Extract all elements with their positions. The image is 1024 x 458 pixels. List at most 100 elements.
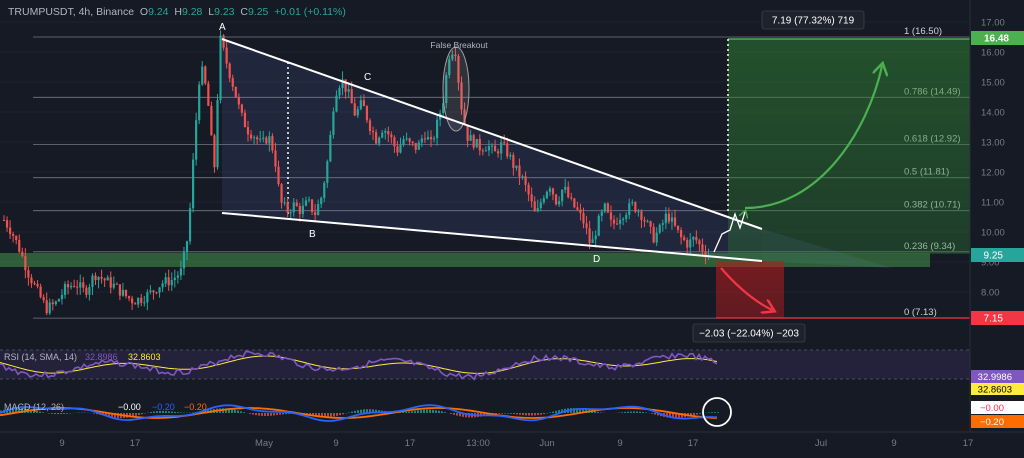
candle-body xyxy=(524,176,526,185)
candle-body xyxy=(140,298,142,303)
macd-hist-bar xyxy=(333,413,335,416)
current-price-badge-text: 9.25 xyxy=(984,251,1004,262)
candle-body xyxy=(67,284,69,287)
candle-body xyxy=(235,87,237,98)
macd-hist-bar xyxy=(711,412,713,413)
candle-body xyxy=(579,210,581,214)
candle-body xyxy=(576,207,578,209)
candle-body xyxy=(101,277,103,279)
candle-body xyxy=(134,303,136,304)
candle-body xyxy=(531,194,533,201)
candle-body xyxy=(628,203,630,215)
macd-hist-bar xyxy=(642,412,644,413)
price-tick-label: 14.00 xyxy=(981,108,1005,119)
candle-body xyxy=(698,240,700,244)
price-tick-label: 15.00 xyxy=(981,78,1005,89)
long-box-label: 7.19 (77.32%) 719 xyxy=(772,16,855,27)
candle-body xyxy=(9,228,11,235)
candle-body xyxy=(503,142,505,143)
candle-body xyxy=(226,48,228,64)
macd-hist-bar xyxy=(429,410,431,413)
change-value: +0.01 (+0.11%) xyxy=(274,6,346,18)
candle-body xyxy=(399,145,401,153)
candle-body xyxy=(168,277,170,285)
candle-body xyxy=(521,176,523,177)
candle-body xyxy=(33,283,35,284)
candle-body xyxy=(61,295,63,299)
candle-body xyxy=(18,240,20,252)
symbol-header: TRUMPUSDT, 4h, Binance O9.24 H9.28 L9.23… xyxy=(8,6,346,18)
time-tick-label: 9 xyxy=(59,438,64,449)
candle-body xyxy=(390,134,392,137)
candle-body xyxy=(317,204,319,215)
candle-body xyxy=(424,138,426,139)
candle-body xyxy=(436,120,438,139)
point-b-label: B xyxy=(309,229,316,240)
point-a-label: A xyxy=(219,22,226,33)
candle-body xyxy=(546,192,548,198)
candle-body xyxy=(52,302,54,304)
candle-body xyxy=(91,276,93,288)
candle-body xyxy=(668,214,670,222)
symbol-name[interactable]: TRUMPUSDT, 4h, Binance xyxy=(8,6,134,18)
macd-hist-bar xyxy=(498,413,500,414)
candle-body xyxy=(482,150,484,151)
price-tick-label: 10.00 xyxy=(981,228,1005,239)
macd-hist-bar xyxy=(708,412,710,413)
price-axis[interactable]: 17.0016.0015.0014.0013.0012.0011.0010.00… xyxy=(970,0,1024,432)
macd-hist-bar xyxy=(63,413,65,414)
candle-body xyxy=(656,233,658,243)
candle-body xyxy=(36,284,38,287)
candle-body xyxy=(582,213,584,223)
macd-hist-bar xyxy=(405,412,407,413)
candle-body xyxy=(366,106,368,120)
stop-box xyxy=(716,261,784,318)
candle-body xyxy=(268,136,270,143)
candle-body xyxy=(564,187,566,190)
candle-body xyxy=(40,286,42,297)
candle-body xyxy=(82,282,84,287)
false-breakout-label: False Breakout xyxy=(430,40,488,50)
macd-hist-bar xyxy=(624,412,626,413)
candle-body xyxy=(433,138,435,139)
candle-body xyxy=(152,291,154,293)
macd-hist-bar xyxy=(501,413,503,414)
candle-body xyxy=(85,288,87,295)
candle-body xyxy=(402,139,404,145)
macd-hist-bar xyxy=(180,412,182,413)
candle-body xyxy=(488,146,490,150)
candle-body xyxy=(94,276,96,281)
macd-hist-bar xyxy=(450,413,452,414)
candle-body xyxy=(320,198,322,204)
candle-body xyxy=(296,203,298,207)
candle-body xyxy=(116,284,118,285)
candle-body xyxy=(409,138,411,141)
candle-body xyxy=(305,200,307,205)
candle-body xyxy=(256,137,258,139)
candle-body xyxy=(335,96,337,112)
candle-body xyxy=(219,36,221,101)
candle-body xyxy=(158,287,160,292)
candle-body xyxy=(634,202,636,211)
rsi-inline-ma: 32.8603 xyxy=(128,352,161,362)
macd-hist-bar xyxy=(444,412,446,413)
macd-hist-bar xyxy=(261,413,263,416)
candle-body xyxy=(500,142,502,153)
macd-hist-bar xyxy=(654,413,656,415)
candle-body xyxy=(79,282,81,287)
macd-hist-bar xyxy=(633,411,635,413)
macd-hist-bar xyxy=(363,409,365,413)
candle-body xyxy=(299,206,301,214)
macd-hist-bar xyxy=(510,413,512,414)
candle-body xyxy=(125,290,127,296)
macd-hist-bar xyxy=(552,412,554,413)
time-tick-label: 17 xyxy=(130,438,141,449)
macd-hist-bar xyxy=(555,411,557,413)
candle-body xyxy=(518,166,520,177)
candle-body xyxy=(363,100,365,106)
macd-hist-bar xyxy=(255,413,257,415)
candle-body xyxy=(250,134,252,138)
macd-hist-bar xyxy=(453,413,455,415)
